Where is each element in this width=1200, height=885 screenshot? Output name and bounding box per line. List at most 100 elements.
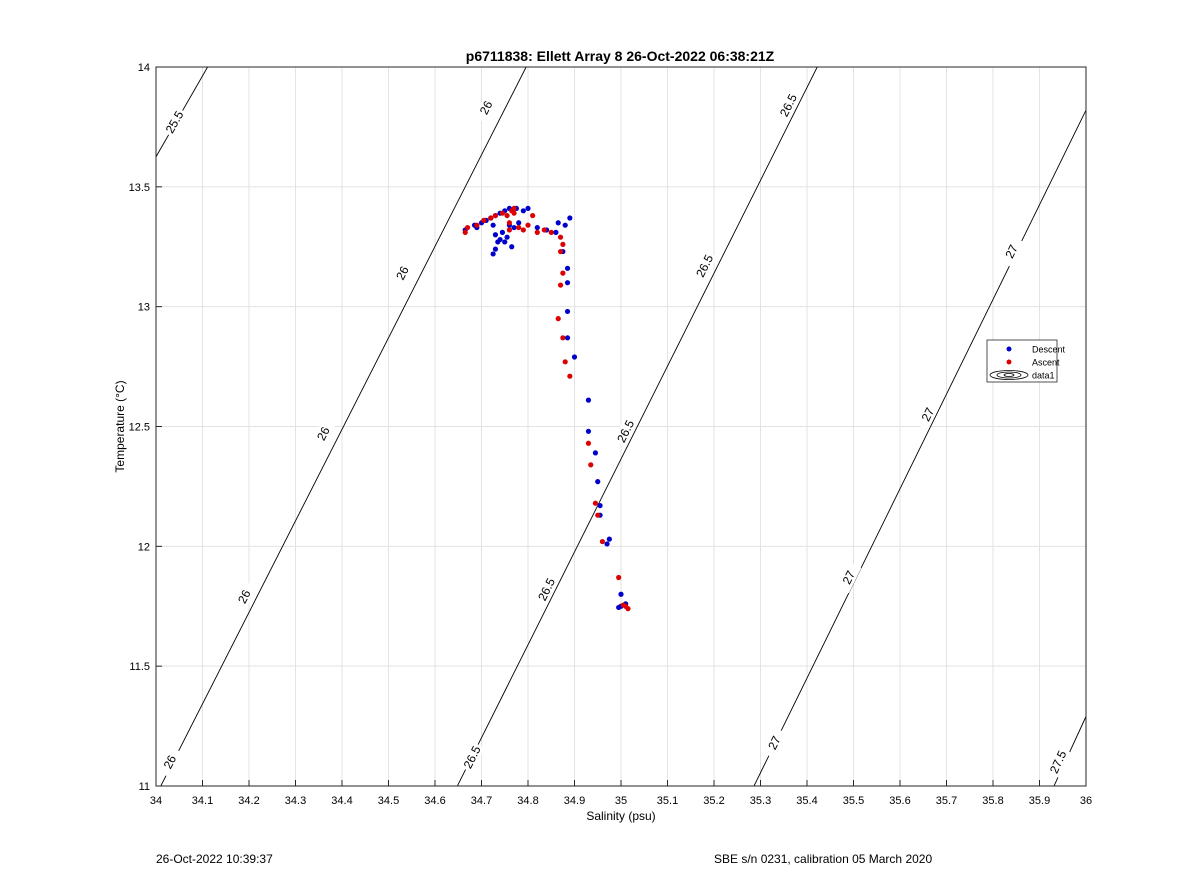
contour-label: 26 — [161, 753, 180, 772]
x-tick-label: 34.1 — [192, 795, 213, 807]
contour-label-bg — [999, 235, 1025, 268]
ascent-point — [557, 248, 564, 255]
ascent-point — [488, 215, 494, 221]
ascent-point — [592, 500, 599, 506]
x-tick-label: 35 — [615, 795, 627, 807]
descent-point — [592, 450, 599, 456]
descent-point — [511, 224, 517, 231]
descent-point — [534, 224, 540, 231]
y-tick-label: 11 — [139, 781, 150, 793]
ascent-point — [525, 222, 531, 228]
descent-point — [595, 479, 601, 485]
contour-label: 26 — [235, 587, 254, 606]
contour-label: 27 — [1002, 242, 1021, 260]
ascent-point — [511, 210, 517, 216]
x-tick-label: 36 — [1080, 795, 1092, 807]
ascent-point — [506, 227, 512, 233]
descent-point — [492, 232, 499, 238]
x-tick-label: 34.9 — [564, 795, 585, 807]
ascent-point — [616, 574, 622, 581]
descent-point — [553, 229, 559, 235]
x-tick-label: 35.6 — [889, 795, 910, 807]
y-tick-label: 12.5 — [129, 422, 150, 434]
x-tick-label: 34.2 — [238, 795, 259, 807]
descent-point — [571, 354, 578, 360]
ascent-point — [595, 512, 601, 518]
contour-label: 27 — [919, 405, 938, 423]
ascent-point — [557, 282, 564, 288]
x-axis-label: Salinity (psu) — [586, 809, 655, 823]
contour-label-bg — [775, 89, 801, 121]
contour-label: 27 — [840, 568, 859, 586]
x-tick-label: 34.4 — [331, 795, 352, 807]
contour-label-bg — [1045, 746, 1071, 778]
descent-point — [520, 208, 526, 214]
descent-point — [492, 246, 499, 252]
x-tick-label: 35.5 — [843, 795, 864, 807]
descent-point — [509, 244, 515, 250]
contour-label-bg — [915, 398, 941, 431]
contour-line — [456, 67, 818, 786]
ascent-point — [585, 440, 592, 446]
descent-point — [502, 239, 508, 245]
contour-label-bg — [692, 250, 718, 282]
legend-contour-icon — [996, 371, 1022, 379]
ascent-point — [588, 462, 594, 468]
legend-contour-icon — [989, 370, 1029, 380]
contour-label-bg — [389, 257, 416, 289]
chart-title: p6711838: Ellett Array 8 26-Oct-2022 06:… — [466, 48, 775, 64]
contour-label-bg — [534, 573, 560, 606]
descent-point — [564, 308, 571, 315]
contour-label-bg — [473, 92, 499, 124]
x-axis: 34 34.1 34.2 34.3 34.4 34.5 34.6 34.7 34.8 34.9 35… — [150, 780, 1092, 807]
y-tick-label: 14 — [138, 62, 150, 74]
contour-label-bg — [613, 415, 639, 447]
contour-label-bg — [310, 418, 336, 450]
legend-label: Descent — [1032, 345, 1066, 355]
y-tick-label: 11.5 — [129, 661, 150, 673]
legend-label: data1 — [1032, 371, 1055, 381]
descent-point — [618, 591, 624, 597]
contour-label: 27 — [765, 733, 784, 751]
ascent-point — [567, 373, 573, 379]
x-tick-label: 35.3 — [750, 795, 771, 807]
x-tick-label: 34 — [150, 795, 162, 807]
contour-label: 26 — [393, 264, 412, 283]
contour-line — [753, 109, 1086, 786]
ascent-point — [623, 603, 629, 609]
descent-point — [516, 220, 522, 226]
descent-point — [567, 215, 573, 221]
ascent-point — [560, 270, 566, 276]
x-tick-label: 35.7 — [936, 795, 957, 807]
y-axis: 11 11.5 12 12.5 13 13.5 14 — [129, 62, 162, 793]
ascent-point — [474, 222, 480, 228]
descent-point — [564, 265, 571, 271]
ascent-point — [541, 227, 547, 233]
data-points — [462, 205, 631, 612]
x-tick-label: 35.8 — [982, 795, 1003, 807]
instrument-calibration: SBE s/n 0231, calibration 05 March 2020 — [714, 852, 933, 866]
legend-marker-descent — [1006, 346, 1012, 352]
contour-label-bg — [459, 741, 485, 773]
x-tick-label: 34.3 — [285, 795, 306, 807]
ascent-point — [530, 212, 536, 219]
contour-line — [160, 67, 527, 786]
x-tick-label: 35.1 — [657, 795, 678, 807]
contour-label: 26 — [314, 424, 333, 443]
ascent-point — [516, 224, 522, 231]
ascent-point — [599, 538, 606, 545]
ascent-point — [492, 212, 499, 219]
x-tick-label: 35.2 — [703, 795, 724, 807]
ascent-point — [481, 217, 487, 223]
contour-label-bg — [836, 561, 862, 594]
x-tick-label: 35.9 — [1029, 795, 1050, 807]
legend[interactable]: Descent Ascent data1 — [986, 339, 1066, 383]
legend-contour-icon — [1003, 373, 1015, 377]
descent-point — [585, 397, 592, 403]
density-contours: 25.5262626262626.526.526.526.526.5272727… — [156, 67, 1086, 786]
descent-point — [555, 220, 561, 226]
descent-point — [490, 222, 496, 228]
ascent-point — [548, 229, 554, 235]
descent-point — [499, 229, 506, 235]
ascent-point — [555, 316, 561, 322]
